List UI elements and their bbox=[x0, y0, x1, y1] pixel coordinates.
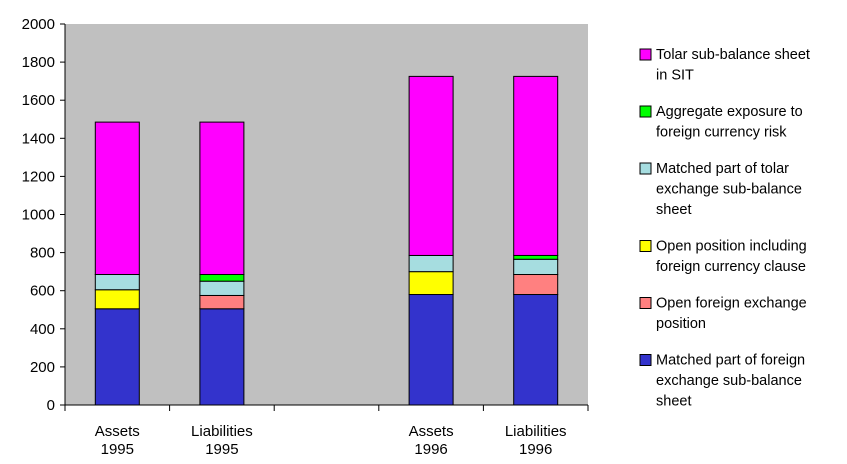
bar-segment bbox=[199, 121, 245, 276]
x-category-label: Liabilities bbox=[191, 423, 253, 440]
bar-segment bbox=[408, 75, 454, 256]
y-tick-label: 1600 bbox=[22, 92, 55, 109]
legend-label: Tolar sub-balance sheet bbox=[656, 47, 810, 63]
legend-label: Matched part of foreign bbox=[656, 353, 805, 369]
legend-swatch bbox=[639, 297, 652, 309]
legend-swatch bbox=[639, 48, 652, 61]
legend-label: Aggregate exposure to bbox=[656, 104, 803, 120]
y-tick-label: 2000 bbox=[22, 16, 55, 33]
y-tick-label: 1400 bbox=[22, 130, 55, 147]
legend: Tolar sub-balance sheet in SIT Aggregate e… bbox=[639, 47, 810, 410]
plot-area bbox=[65, 24, 588, 405]
bar-segment bbox=[199, 280, 245, 296]
legend-label: in SIT bbox=[656, 68, 694, 84]
y-tick-label: 800 bbox=[30, 245, 55, 262]
bar-segment bbox=[408, 271, 454, 296]
bar-segment bbox=[199, 274, 245, 282]
bar-segment bbox=[199, 308, 245, 406]
x-category-year: 1995 bbox=[205, 441, 238, 458]
bars bbox=[94, 75, 559, 406]
x-category-year: 1995 bbox=[101, 441, 134, 458]
y-tick-label: 1200 bbox=[22, 168, 55, 185]
bar-segment bbox=[513, 274, 559, 296]
legend-swatch bbox=[639, 162, 652, 175]
bar-segment bbox=[199, 294, 245, 310]
legend-label: foreign currency risk bbox=[656, 125, 787, 141]
legend-label: Open position including bbox=[656, 239, 807, 255]
x-category-year: 1996 bbox=[519, 441, 552, 458]
bar-segment bbox=[513, 294, 559, 406]
y-tick-label: 1800 bbox=[22, 54, 55, 71]
y-tick-label: 1000 bbox=[22, 207, 55, 224]
bar-segment bbox=[513, 75, 559, 256]
legend-label: sheet bbox=[656, 394, 691, 410]
bar-segment bbox=[408, 254, 454, 273]
bar-segment bbox=[513, 254, 559, 260]
legend-label: exchange sub-balance bbox=[656, 373, 802, 389]
x-category-label: Assets bbox=[95, 423, 140, 440]
bar-segment bbox=[513, 258, 559, 276]
x-category-label: Assets bbox=[409, 423, 454, 440]
bar-segment bbox=[94, 308, 140, 406]
legend-label: sheet bbox=[656, 202, 691, 218]
bar-segment bbox=[408, 294, 454, 406]
x-category-year: 1996 bbox=[414, 441, 447, 458]
axes: 0 200 400 600 800 1000 1200 1400 1600 1800 2000 Ass… bbox=[22, 16, 589, 458]
y-tick-label: 0 bbox=[47, 397, 55, 414]
legend-label: Matched part of tolar bbox=[656, 161, 789, 177]
y-tick-label: 600 bbox=[30, 283, 55, 300]
x-category-label: Liabilities bbox=[505, 423, 567, 440]
y-tick-label: 200 bbox=[30, 359, 55, 376]
legend-label: position bbox=[656, 316, 706, 332]
legend-label: exchange sub-balance bbox=[656, 182, 802, 198]
legend-swatch bbox=[639, 240, 652, 252]
bar-segment bbox=[94, 289, 140, 310]
legend-swatch bbox=[639, 105, 652, 118]
bar-segment bbox=[94, 274, 140, 291]
legend-label: foreign currency clause bbox=[656, 259, 806, 275]
legend-swatch bbox=[639, 354, 652, 366]
y-tick-label: 400 bbox=[30, 321, 55, 338]
bar-segment bbox=[94, 121, 140, 276]
legend-label: Open foreign exchange bbox=[656, 296, 807, 312]
